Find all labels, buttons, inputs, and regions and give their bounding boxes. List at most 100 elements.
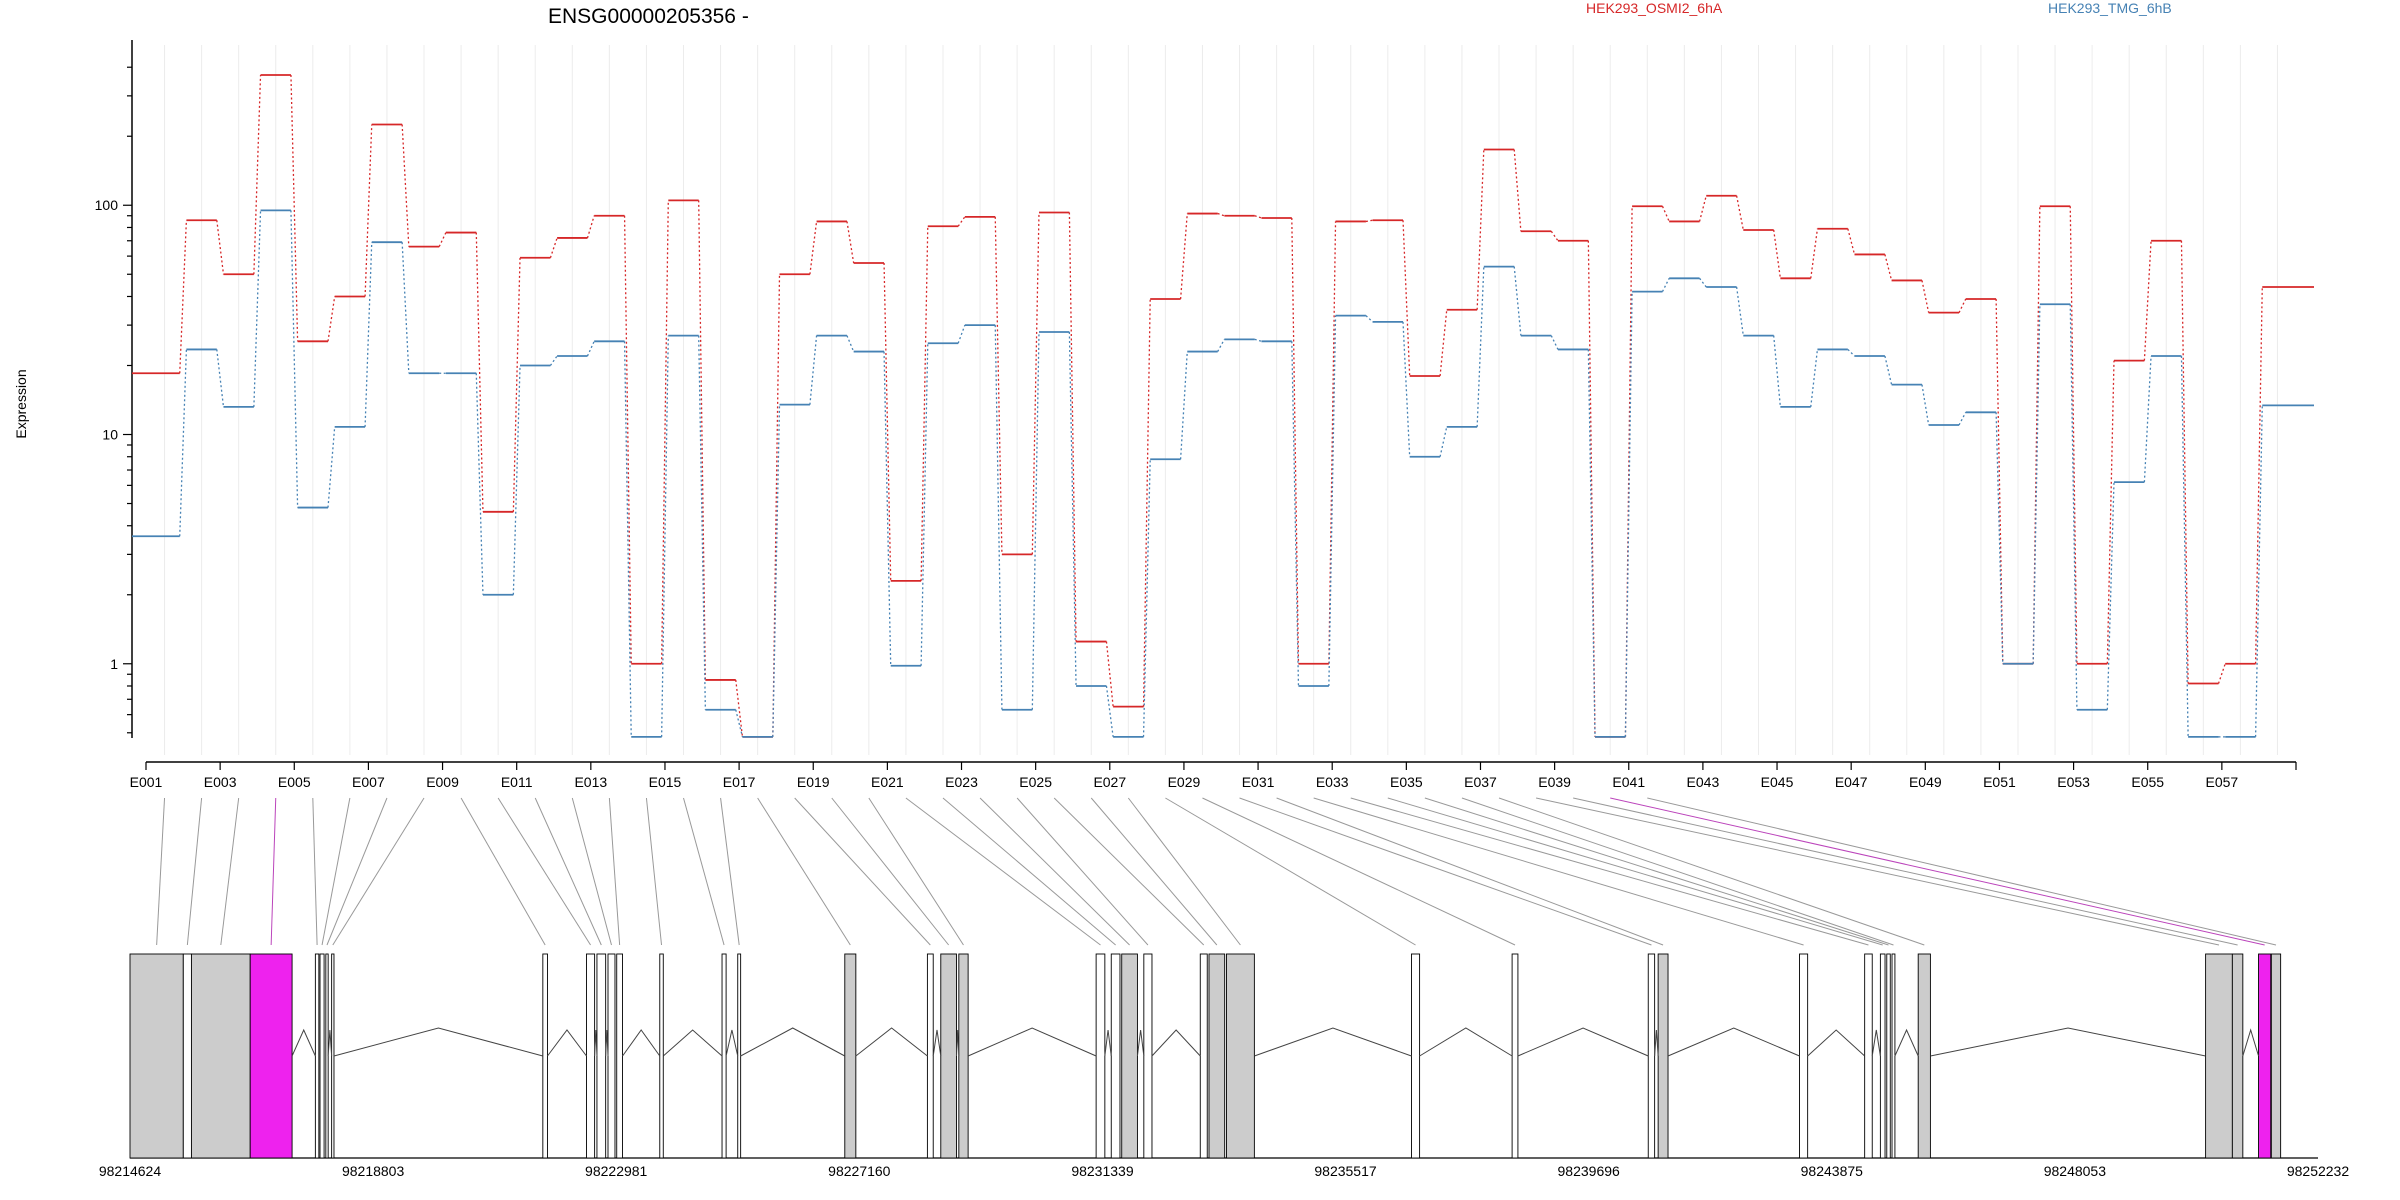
intron-line bbox=[967, 1027, 1097, 1057]
intron-line bbox=[1667, 1027, 1800, 1057]
exon-connector bbox=[1239, 797, 1652, 946]
coordinate-tick-label: 98218803 bbox=[342, 1163, 405, 1179]
exon-box bbox=[1886, 953, 1891, 1159]
intron-line bbox=[1930, 1027, 2206, 1057]
exon-connector bbox=[1313, 797, 1804, 946]
exon-connector bbox=[1276, 797, 1664, 946]
coordinate-tick-label: 98231339 bbox=[1071, 1163, 1134, 1179]
exon-connector bbox=[1610, 797, 2265, 946]
exon-connector bbox=[905, 797, 1101, 946]
chart-title: ENSG00000205356 - bbox=[548, 5, 749, 28]
exon-box bbox=[1647, 953, 1656, 1159]
exon-tick-label: E039 bbox=[1538, 774, 1571, 790]
exon-connector bbox=[608, 797, 621, 946]
intron-line bbox=[327, 1029, 333, 1057]
exon-tick-label: E007 bbox=[352, 774, 385, 790]
exon-connector bbox=[1165, 797, 1416, 946]
exon-tick-label: E001 bbox=[130, 774, 163, 790]
exon-box bbox=[1110, 953, 1121, 1159]
intron-line bbox=[1254, 1027, 1412, 1057]
intron-line bbox=[1871, 1029, 1881, 1057]
exon-connector bbox=[1090, 797, 1218, 946]
exon-box bbox=[2270, 953, 2282, 1159]
y-tick-label: 1 bbox=[110, 656, 118, 672]
exon-gridlines bbox=[164, 45, 2278, 755]
gene-model bbox=[129, 953, 2318, 1159]
intron-line bbox=[594, 1029, 598, 1057]
exon-connector bbox=[757, 797, 851, 946]
exon-box bbox=[659, 953, 664, 1159]
legend-label-tmg: HEK293_TMG_6hB bbox=[2048, 0, 2172, 16]
exon-tick-label: E003 bbox=[204, 774, 237, 790]
exon-tick-label: E013 bbox=[574, 774, 607, 790]
exon-connector bbox=[720, 797, 740, 946]
exon-tick-label: E019 bbox=[797, 774, 830, 790]
exon-tick-label: E015 bbox=[649, 774, 682, 790]
exon-box bbox=[1121, 953, 1138, 1159]
exon-connector bbox=[326, 797, 388, 946]
exon-tick-label: E057 bbox=[2206, 774, 2239, 790]
exon-box bbox=[607, 953, 616, 1159]
exon-tick-label: E009 bbox=[426, 774, 459, 790]
exon-box bbox=[2205, 953, 2233, 1159]
exon-connector bbox=[321, 797, 351, 946]
exon-tick-label: E021 bbox=[871, 774, 904, 790]
exon-box bbox=[542, 953, 548, 1159]
intron-line bbox=[725, 1029, 739, 1057]
exon-connector bbox=[1387, 797, 1883, 946]
exon-tick-label: E025 bbox=[1019, 774, 1052, 790]
exon-tick-label: E047 bbox=[1835, 774, 1868, 790]
exon-box bbox=[2258, 953, 2272, 1159]
exon-connectors bbox=[156, 797, 2277, 946]
exon-connector bbox=[1202, 797, 1516, 946]
intron-line bbox=[2242, 1028, 2260, 1057]
exon-connector bbox=[1053, 797, 1205, 946]
legend-label-osmi2: HEK293_OSMI2_6hA bbox=[1586, 0, 1723, 16]
series-lines bbox=[132, 74, 2314, 738]
exon-box bbox=[586, 953, 596, 1159]
intron-line bbox=[1517, 1027, 1649, 1057]
series-connector-line bbox=[179, 210, 2263, 738]
intron-line bbox=[932, 1029, 942, 1057]
exon-connector bbox=[571, 797, 612, 946]
exon-connector bbox=[1016, 797, 1149, 946]
coordinate-tick-label: 98227160 bbox=[828, 1163, 891, 1179]
exon-connector bbox=[1461, 797, 1894, 946]
intron-line bbox=[1654, 1029, 1659, 1057]
exon-box bbox=[182, 953, 192, 1159]
exon-box bbox=[1411, 953, 1421, 1159]
coordinate-tick-label: 98214624 bbox=[99, 1163, 162, 1179]
exon-tick-label: E037 bbox=[1464, 774, 1497, 790]
exon-connector bbox=[794, 797, 931, 946]
intron-line bbox=[740, 1027, 846, 1057]
exon-box bbox=[958, 953, 969, 1159]
exon-tick-label: E029 bbox=[1168, 774, 1201, 790]
intron-line bbox=[1151, 1029, 1201, 1057]
exon-box bbox=[844, 953, 857, 1159]
exon-tick-label: E027 bbox=[1093, 774, 1126, 790]
exon-box bbox=[940, 953, 957, 1159]
exon-box bbox=[1657, 953, 1669, 1159]
exon-box bbox=[314, 953, 320, 1159]
exon-connector bbox=[312, 797, 318, 946]
exon-tick-label: E041 bbox=[1612, 774, 1645, 790]
exon-box bbox=[737, 953, 742, 1159]
intron-line bbox=[1419, 1027, 1513, 1057]
exon-connector bbox=[1350, 797, 1869, 946]
intron-line bbox=[547, 1029, 587, 1057]
exon-box bbox=[1199, 953, 1208, 1159]
exon-box bbox=[1208, 953, 1226, 1159]
y-tick-label: 100 bbox=[95, 197, 119, 213]
exon-box bbox=[319, 953, 325, 1159]
exon-connector bbox=[186, 797, 203, 946]
exon-box bbox=[926, 953, 934, 1159]
coordinate-tick-label: 98222981 bbox=[585, 1163, 648, 1179]
exon-box bbox=[1879, 953, 1886, 1159]
exon-tick-label: E017 bbox=[723, 774, 756, 790]
exon-tick-label: E005 bbox=[278, 774, 311, 790]
y-axis-label: Expression bbox=[13, 369, 29, 438]
exon-connector bbox=[1535, 797, 2220, 946]
exon-connector bbox=[868, 797, 964, 946]
exon-connector bbox=[979, 797, 1130, 946]
